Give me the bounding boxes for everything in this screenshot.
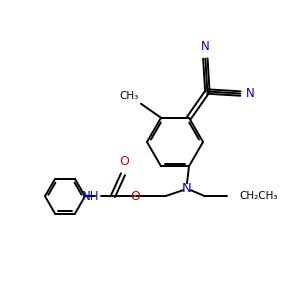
Text: N: N: [182, 182, 192, 195]
Text: N: N: [246, 87, 255, 100]
Text: NH: NH: [82, 190, 99, 203]
Text: CH₂CH₃: CH₂CH₃: [239, 191, 278, 201]
Text: O: O: [130, 190, 140, 203]
Text: CH₃: CH₃: [120, 91, 139, 101]
Text: N: N: [201, 40, 210, 52]
Text: O: O: [119, 155, 129, 168]
